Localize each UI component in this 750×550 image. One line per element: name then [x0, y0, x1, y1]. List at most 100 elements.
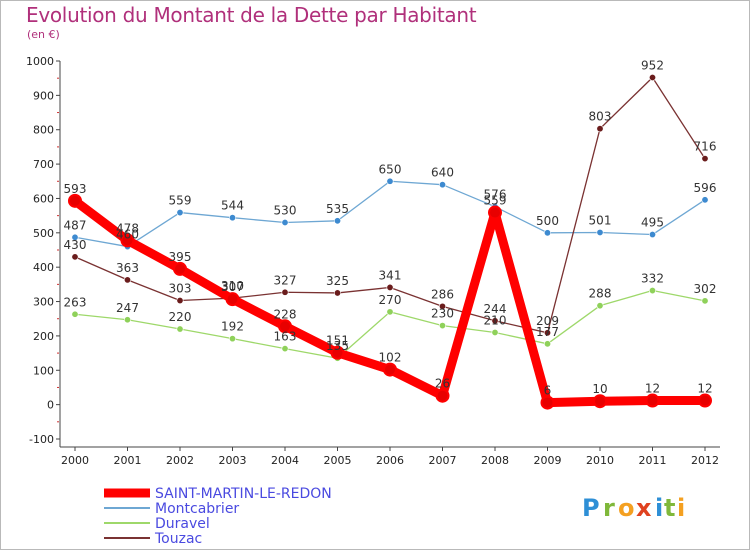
data-label: 220	[169, 310, 192, 324]
x-tick-label: 2007	[429, 454, 457, 467]
x-tick-label: 2010	[586, 454, 614, 467]
data-point	[71, 233, 79, 241]
data-label: 332	[641, 272, 664, 286]
x-tick-label: 2008	[481, 454, 509, 467]
data-label: 716	[694, 140, 717, 154]
legend-label: Montcabrier	[155, 501, 239, 517]
data-point	[648, 73, 656, 81]
data-point	[281, 345, 289, 353]
data-point	[543, 229, 551, 237]
data-point	[173, 261, 187, 276]
logo-letter: o	[618, 494, 635, 522]
data-label: 495	[641, 216, 664, 230]
data-point	[330, 345, 345, 360]
data-point	[593, 394, 607, 409]
y-tick-label: 1000	[26, 55, 54, 68]
data-label: 263	[64, 295, 87, 309]
data-point	[648, 231, 656, 239]
data-point	[596, 125, 604, 133]
data-point	[540, 395, 555, 410]
data-label: 593	[64, 182, 87, 196]
data-label: 501	[589, 213, 612, 227]
x-tick-label: 2004	[271, 454, 299, 467]
data-label: 363	[116, 261, 139, 275]
data-label: 10	[592, 382, 607, 396]
data-label: 230	[431, 307, 454, 321]
data-label: 341	[379, 268, 402, 282]
y-tick-label: 700	[33, 158, 54, 171]
chart-title: Evolution du Montant de la Dette par Hab…	[26, 3, 477, 27]
data-label: 650	[379, 162, 402, 176]
y-tick-label: 500	[33, 227, 54, 240]
data-label: 559	[169, 194, 192, 208]
data-point	[229, 214, 237, 222]
y-tick-label: -100	[29, 433, 54, 446]
data-point	[278, 319, 292, 334]
y-tick-label: 800	[33, 124, 54, 137]
data-label: 310	[221, 279, 244, 293]
data-point	[281, 288, 289, 296]
x-tick-label: 2011	[639, 454, 667, 467]
data-point	[438, 322, 446, 330]
data-point	[435, 388, 450, 403]
data-label: 302	[694, 282, 717, 296]
data-label: 530	[274, 204, 297, 218]
legend: SAINT-MARTIN-LE-REDONMontcabrierDuravelT…	[104, 486, 332, 547]
data-label: 559	[484, 194, 507, 208]
data-point	[71, 310, 79, 318]
data-label: 244	[484, 302, 507, 316]
data-label: 102	[379, 351, 402, 365]
data-label: 286	[431, 287, 454, 301]
data-point	[645, 393, 660, 408]
logo-letter: r	[603, 494, 615, 522]
data-label: 6	[544, 384, 552, 398]
data-point	[701, 297, 709, 305]
data-point	[120, 233, 135, 248]
data-point	[333, 289, 341, 297]
x-tick-label: 2012	[691, 454, 719, 467]
data-label: 478	[116, 221, 139, 235]
data-point	[488, 205, 502, 220]
data-label: 325	[326, 274, 349, 288]
data-label: 163	[274, 330, 297, 344]
data-label: 12	[697, 382, 712, 396]
data-point	[124, 316, 132, 324]
data-point	[176, 325, 184, 333]
chart-subtitle: (en €)	[27, 28, 60, 41]
data-point	[229, 335, 237, 343]
legend-label: Duravel	[155, 516, 210, 532]
data-point	[701, 155, 709, 163]
y-tick-label: 300	[33, 296, 54, 309]
data-point	[596, 228, 604, 236]
series-layer	[68, 73, 712, 410]
data-point	[225, 292, 240, 307]
x-tick-label: 2003	[219, 454, 247, 467]
data-label: 430	[64, 238, 87, 252]
data-label: 12	[645, 382, 660, 396]
data-point	[281, 219, 289, 227]
y-tick-label: 100	[33, 364, 54, 377]
logo-letter: t	[664, 494, 675, 522]
data-point	[648, 287, 656, 295]
data-label: 596	[694, 181, 717, 195]
data-label: 307	[221, 280, 244, 294]
data-label: 228	[274, 307, 297, 321]
data-label: 500	[536, 214, 559, 228]
data-point	[438, 302, 446, 310]
data-point	[698, 393, 712, 408]
data-point	[701, 196, 709, 204]
series-montcabrier	[71, 177, 709, 251]
y-tick-label: 600	[33, 192, 54, 205]
legend-label: Touzac	[154, 531, 202, 547]
data-point	[386, 283, 394, 291]
axes: -100 0 100 200 300 400 500 600 700 800 900 1000 2000…	[26, 55, 720, 467]
data-labels: 593 478 395 307 228 151 102 26 559 6 10 12 12 487 460 5…	[64, 58, 717, 397]
y-tick-label: 0	[47, 399, 54, 412]
data-label: 395	[169, 250, 192, 264]
data-label: 192	[221, 320, 244, 334]
data-label: 303	[169, 282, 192, 296]
data-label: 270	[379, 293, 402, 307]
data-point	[386, 308, 394, 316]
data-label: 209	[536, 314, 559, 328]
